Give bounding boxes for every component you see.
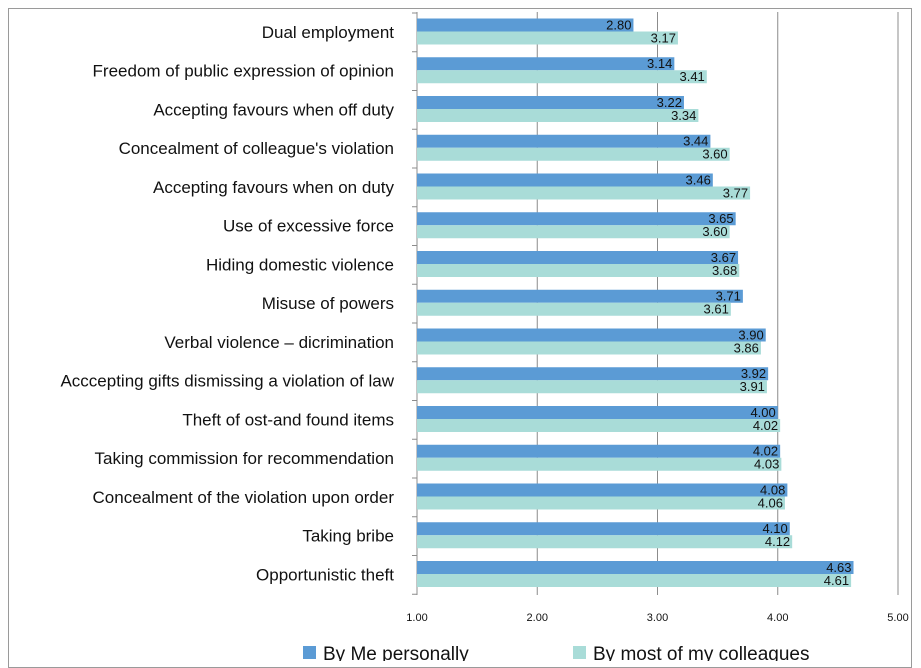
category-label: Freedom of public expression of opinion: [93, 62, 394, 81]
bar-me-personally: [417, 18, 634, 32]
bar-colleagues: [417, 147, 730, 161]
bar-me-personally: [417, 289, 743, 303]
data-label: 4.12: [765, 534, 790, 549]
bar-me-personally: [417, 251, 739, 264]
data-label: 3.22: [657, 95, 682, 110]
category-label: Misuse of powers: [262, 294, 394, 313]
bar-me-personally: [417, 561, 854, 574]
category-label: Dual employment: [262, 23, 395, 42]
data-label: 3.77: [723, 185, 748, 200]
bar-colleagues: [417, 496, 785, 510]
data-label: 3.67: [711, 250, 736, 265]
data-label: 3.17: [651, 30, 676, 45]
bar-colleagues: [417, 109, 699, 122]
category-label: Concealment of the violation upon order: [93, 488, 395, 507]
bar-colleagues: [417, 341, 761, 355]
x-tick-label: 2.00: [527, 612, 548, 624]
x-tick-label: 1.00: [406, 612, 427, 624]
data-label: 3.90: [738, 327, 763, 342]
data-label: 4.06: [758, 495, 783, 510]
bar-me-personally: [417, 406, 778, 419]
legend-item-me-personally-label: By Me personally: [323, 644, 469, 661]
data-label: 4.03: [754, 457, 779, 472]
data-label: 4.63: [826, 560, 851, 575]
data-label: 3.86: [734, 340, 759, 355]
data-label: 3.92: [741, 366, 766, 381]
data-label: 3.41: [679, 69, 704, 84]
bar-colleagues: [417, 457, 782, 471]
bar-me-personally: [417, 522, 790, 536]
data-label: 4.08: [760, 482, 785, 497]
bar-me-personally: [417, 483, 788, 497]
data-label: 2.80: [606, 17, 631, 32]
data-label: 3.91: [740, 379, 765, 394]
data-label: 3.61: [704, 302, 729, 317]
category-label: Hiding domestic violence: [206, 255, 394, 274]
data-label: 3.71: [716, 289, 741, 304]
bar-me-personally: [417, 134, 711, 148]
bar-me-personally: [417, 96, 684, 109]
x-tick-label: 3.00: [647, 612, 668, 624]
data-label: 4.61: [824, 573, 849, 588]
data-label: 4.02: [753, 418, 778, 433]
bar-colleagues: [417, 264, 740, 277]
bar-me-personally: [417, 444, 781, 458]
bar-me-personally: [417, 173, 713, 187]
category-label: Accepting favours when off duty: [153, 100, 394, 119]
category-label: Acccepting gifts dismissing a violation …: [60, 372, 394, 391]
bar-colleagues: [417, 186, 751, 200]
data-label: 4.00: [750, 405, 775, 420]
data-label: 4.02: [753, 444, 778, 459]
bar-colleagues: [417, 419, 781, 432]
bar-me-personally: [417, 328, 766, 342]
category-label: Taking commission for recommendation: [94, 449, 394, 468]
category-label: Opportunistic theft: [256, 565, 394, 584]
category-label: Accepting favours when on duty: [153, 178, 394, 197]
category-label: Concealment of colleague's violation: [119, 139, 394, 158]
category-label: Taking bribe: [302, 527, 394, 546]
legend-item-colleagues-label: By most of my colleagues: [593, 644, 809, 661]
data-label: 3.44: [683, 134, 708, 149]
category-label: Theft of ost-and found items: [182, 410, 394, 429]
data-label: 3.46: [686, 172, 711, 187]
bar-colleagues: [417, 70, 707, 84]
data-label: 3.68: [712, 263, 737, 278]
category-label: Verbal violence – dicrimination: [164, 333, 394, 352]
category-label: Use of excessive force: [223, 217, 394, 236]
bar-colleagues: [417, 535, 793, 549]
legend-item-me-personally-swatch: [303, 646, 316, 659]
data-label: 3.34: [671, 108, 696, 123]
bar-colleagues: [417, 574, 852, 587]
bar-me-personally: [417, 57, 675, 71]
data-label: 3.14: [647, 56, 672, 71]
x-tick-label: 5.00: [887, 612, 908, 624]
bar-colleagues: [417, 31, 678, 45]
bar-colleagues: [417, 302, 731, 316]
data-label: 3.60: [702, 147, 727, 162]
data-label: 3.60: [702, 224, 727, 239]
bar-colleagues: [417, 380, 767, 394]
bar-me-personally: [417, 367, 769, 381]
legend-item-colleagues-swatch: [573, 646, 586, 659]
data-label: 3.65: [708, 211, 733, 226]
x-tick-label: 4.00: [767, 612, 788, 624]
bar-colleagues: [417, 225, 730, 239]
bar-me-personally: [417, 212, 736, 226]
data-label: 4.10: [762, 521, 787, 536]
